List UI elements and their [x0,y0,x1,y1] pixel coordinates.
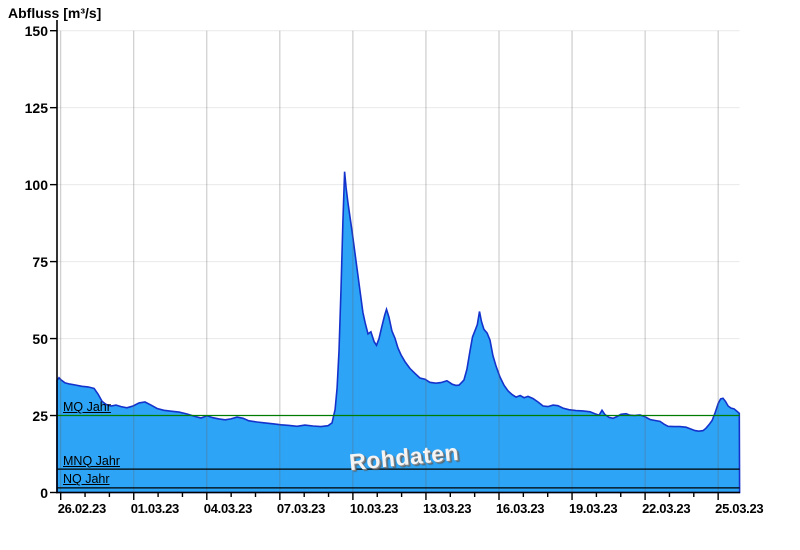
y-axis-tick-label: 75 [32,253,48,270]
x-axis-tick-label: 01.03.23 [130,501,180,516]
y-axis-tick-label: 50 [32,330,48,347]
x-axis-tick-label: 19.03.23 [569,501,618,516]
nq-jahr-label: NQ Jahr [63,472,110,487]
discharge-area-series [56,171,741,494]
mnq-jahr-label: MNQ Jahr [63,453,120,468]
y-axis-tick-label: 0 [40,484,48,501]
y-axis-tick-label: 150 [24,22,48,39]
y-axis-tick-label: 25 [32,407,48,424]
x-axis-tick-label: 16.03.23 [496,501,545,516]
x-axis-tick-label: 07.03.23 [276,501,326,516]
x-axis-tick-label: 25.03.23 [715,501,764,516]
y-axis-tick-label: 100 [24,176,48,193]
mq-jahr-label: MQ Jahr [63,400,111,415]
x-axis-tick-label: 13.03.23 [422,501,472,516]
x-axis-tick-label: 22.03.23 [642,501,691,516]
chart-title: Abfluss [m³/s] [8,5,102,21]
x-axis-tick-label: 10.03.23 [349,501,399,516]
y-axis-tick-label: 125 [24,99,48,116]
x-axis-tick-label: 04.03.23 [203,501,253,516]
x-axis-tick-label: 26.02.23 [57,501,107,516]
